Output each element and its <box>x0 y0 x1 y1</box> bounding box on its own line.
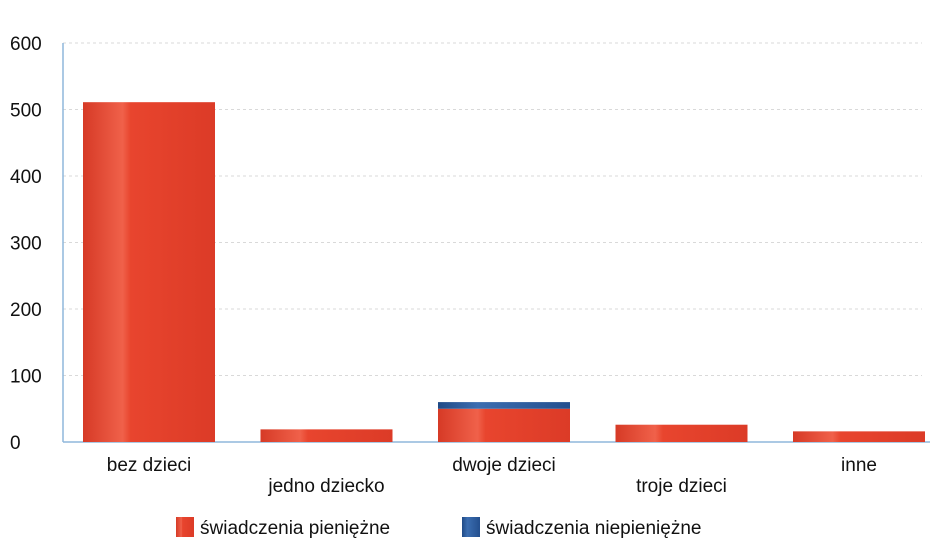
x-category-label: bez dzieci <box>107 455 192 476</box>
bar-pieniezne-4 <box>615 424 748 442</box>
y-tick-label: 600 <box>10 34 42 55</box>
x-category-label: jedno dziecko <box>267 476 384 497</box>
x-category-label: dwoje dzieci <box>452 455 556 476</box>
legend-label-2: świadczenia niepieniężne <box>486 518 701 539</box>
x-category-label: inne <box>841 455 877 476</box>
legend-swatch-2 <box>462 517 480 537</box>
labels: 0 100 200 300 400 500 600 bez dzieci jedno dziec… <box>10 34 877 497</box>
y-tick-label: 200 <box>10 300 42 321</box>
bars <box>83 102 925 442</box>
bar-pieniezne-5 <box>793 431 925 442</box>
y-tick-label: 300 <box>10 234 42 255</box>
legend-label-1: świadczenia pieniężne <box>200 518 390 539</box>
y-tick-label: 100 <box>10 367 42 388</box>
bar-pieniezne-2 <box>260 429 393 442</box>
bar-pieniezne-3 <box>438 408 570 442</box>
y-tick-label: 0 <box>10 433 21 454</box>
legend-swatch-1 <box>176 517 194 537</box>
legend: świadczenia pieniężne świadczenia niepien… <box>176 517 701 539</box>
x-category-label: troje dzieci <box>636 476 727 497</box>
bar-pieniezne-1 <box>83 102 215 442</box>
bar-niepieniezne-3 <box>438 402 570 409</box>
gridlines <box>63 42 922 376</box>
y-tick-label: 500 <box>10 101 42 122</box>
y-tick-label: 400 <box>10 167 42 188</box>
